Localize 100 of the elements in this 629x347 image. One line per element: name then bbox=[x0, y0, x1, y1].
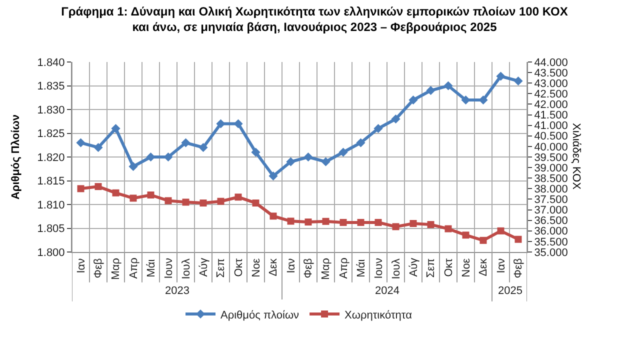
y2-tick-label: 39.000 bbox=[534, 162, 568, 174]
y2-tick-label: 38.500 bbox=[534, 172, 568, 185]
x-tick-label: Νοε bbox=[460, 258, 472, 278]
x-tick-label: Ιαν bbox=[75, 258, 88, 274]
legend-label: Αριθμός πλοίων bbox=[220, 309, 300, 322]
y-tick-label: 1.805 bbox=[37, 223, 65, 236]
point bbox=[357, 218, 364, 226]
y2-tick-label: 35.000 bbox=[534, 246, 568, 259]
y2-tick-label: 40.000 bbox=[534, 141, 568, 154]
point bbox=[287, 218, 294, 225]
point bbox=[480, 236, 487, 244]
y-tick-label: 1.840 bbox=[37, 56, 65, 69]
point bbox=[444, 225, 452, 232]
x-tick-label: Οκτ bbox=[442, 258, 455, 277]
point bbox=[304, 218, 312, 226]
point bbox=[200, 200, 207, 207]
x-tick-label: Δεκ bbox=[477, 258, 490, 276]
y2-tick-label: 37.000 bbox=[534, 204, 568, 217]
x-tick-label: Οκτ bbox=[232, 258, 245, 277]
point bbox=[340, 218, 347, 226]
point bbox=[130, 194, 137, 202]
point bbox=[182, 198, 190, 206]
x-tick-label: Σεπ bbox=[424, 258, 437, 278]
point bbox=[146, 152, 156, 162]
y-tick-label: 1.830 bbox=[37, 104, 65, 116]
y2-tick-label: 42.000 bbox=[534, 99, 568, 112]
point bbox=[338, 148, 348, 157]
point bbox=[286, 157, 296, 166]
x-tick-label: Μάι bbox=[145, 258, 158, 278]
point bbox=[514, 236, 522, 243]
x-tick-label: Φεβ bbox=[302, 258, 314, 278]
point bbox=[164, 197, 172, 204]
point bbox=[356, 138, 366, 148]
point bbox=[111, 124, 120, 134]
point bbox=[94, 142, 103, 152]
y2-tick-label: 43.500 bbox=[534, 67, 568, 80]
point bbox=[268, 171, 278, 181]
y2-tick-label: 36.000 bbox=[534, 226, 568, 238]
y2-tick-label: 39.500 bbox=[534, 152, 568, 164]
y2-tick-label: 38.000 bbox=[534, 184, 568, 196]
text: 2024 bbox=[375, 285, 400, 297]
point bbox=[321, 157, 330, 166]
point bbox=[391, 114, 400, 124]
y-tick-label: 1.825 bbox=[37, 128, 65, 140]
y2-axis-title: Χιλιάδες ΚΟΧ bbox=[570, 123, 582, 190]
y-tick-label: 1.835 bbox=[37, 80, 65, 93]
x-tick-label: Ιουν bbox=[162, 258, 175, 279]
point bbox=[251, 148, 260, 157]
text: 2025 bbox=[498, 285, 522, 297]
point bbox=[252, 200, 260, 207]
point bbox=[112, 189, 120, 196]
y2-tick-label: 41.500 bbox=[534, 110, 568, 122]
point bbox=[147, 192, 154, 198]
point bbox=[514, 76, 523, 86]
y2-tick-label: 40.500 bbox=[534, 130, 568, 143]
x-tick-label: Ιουλ bbox=[390, 258, 402, 280]
point bbox=[478, 95, 488, 105]
point bbox=[374, 124, 383, 134]
point bbox=[462, 232, 470, 239]
y-tick-label: 1.810 bbox=[37, 199, 65, 212]
y2-tick-label: 37.500 bbox=[534, 194, 568, 206]
x-tick-label: Ιουλ bbox=[180, 258, 192, 280]
y2-tick-label: 43.000 bbox=[534, 78, 568, 90]
x-tick-label: Αύγ bbox=[198, 257, 210, 277]
point bbox=[408, 95, 418, 105]
x-tick-label: Ιαν bbox=[285, 258, 298, 274]
x-tick-label: Φεβ bbox=[512, 258, 524, 278]
y2-tick-label: 41.000 bbox=[534, 120, 568, 132]
point bbox=[374, 218, 382, 226]
y-tick-label: 1.800 bbox=[37, 246, 65, 259]
point bbox=[128, 162, 138, 172]
x-tick-label: Μαρ bbox=[110, 258, 122, 280]
point bbox=[497, 227, 504, 234]
legend-label: Χωρητικότητα bbox=[344, 309, 413, 322]
point bbox=[322, 218, 330, 225]
point bbox=[427, 221, 434, 228]
y2-tick-label: 36.500 bbox=[534, 215, 568, 228]
point bbox=[444, 81, 453, 90]
point bbox=[392, 223, 400, 230]
x-tick-label: Ιουν bbox=[372, 258, 385, 279]
x-tick-label: Μάι bbox=[355, 258, 368, 278]
point bbox=[77, 185, 84, 192]
y2-tick-label: 44.000 bbox=[534, 56, 568, 69]
x-tick-label: Απρ bbox=[128, 258, 140, 279]
y-axis-title: Αριθμός Πλοίων bbox=[10, 114, 22, 200]
x-tick-label: Σεπ bbox=[214, 258, 227, 278]
x-tick-label: Απρ bbox=[338, 258, 350, 279]
x-tick-label: Νοε bbox=[250, 258, 262, 278]
point bbox=[461, 95, 470, 105]
point bbox=[94, 183, 102, 190]
point bbox=[426, 86, 436, 96]
point bbox=[410, 220, 417, 227]
point bbox=[304, 152, 313, 162]
text: 2023 bbox=[165, 285, 190, 297]
point bbox=[234, 194, 242, 201]
point bbox=[76, 138, 86, 148]
y-tick-label: 1.815 bbox=[37, 176, 65, 188]
x-tick-label: Δεκ bbox=[267, 258, 280, 276]
y2-tick-label: 35.500 bbox=[534, 236, 568, 248]
x-tick-label: Μαρ bbox=[320, 258, 332, 280]
